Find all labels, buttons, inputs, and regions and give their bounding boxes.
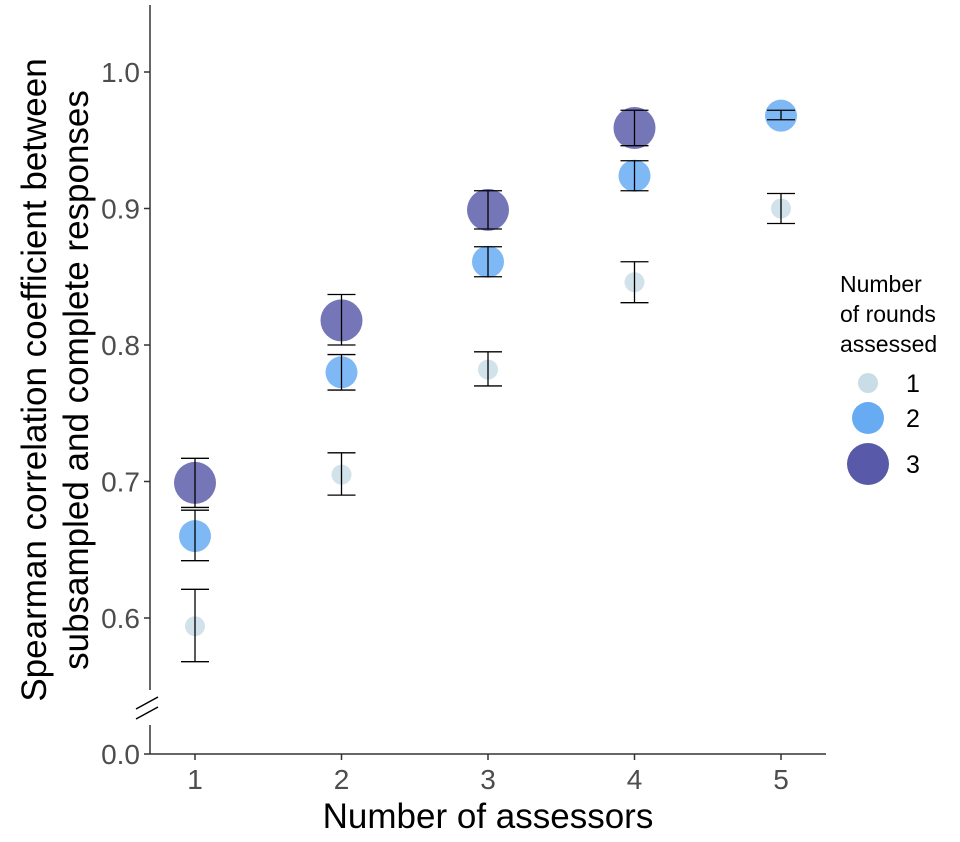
y-tick-label: 0.7 (101, 467, 140, 498)
legend-title-line-1: Number (840, 271, 922, 297)
error-bar-rounds-2 (767, 109, 795, 121)
error-bar-rounds-3 (327, 293, 356, 346)
error-bar-rounds-3 (474, 190, 502, 230)
error-bar-rounds-1 (767, 192, 795, 225)
error-bar-rounds-2 (474, 246, 502, 278)
error-bar-rounds-2 (181, 509, 209, 562)
error-bar-rounds-3 (620, 109, 649, 147)
x-ticks: 1 2 3 4 5 (187, 754, 789, 795)
y-tick-label-zero: 0.0 (101, 739, 140, 770)
error-bar-rounds-1 (181, 588, 209, 663)
x-axis-title: Number of assessors (323, 797, 654, 836)
x-tick-label: 2 (334, 764, 350, 795)
y-break-tick: 0.0 (101, 739, 150, 770)
error-bar-rounds-1 (620, 261, 649, 304)
data-points (174, 99, 797, 637)
error-bar-rounds-1 (474, 351, 502, 387)
legend-label-rounds-3: 3 (906, 451, 920, 479)
legend-key-rounds-2 (852, 402, 884, 434)
legend-title-line-2: of rounds (840, 301, 936, 327)
x-tick-label: 3 (480, 764, 496, 795)
axis-break-marker (135, 696, 159, 720)
legend-key-rounds-1 (858, 373, 878, 393)
y-axis-title-line-1: Spearman correlation coefficient between (15, 58, 54, 701)
y-ticks: 0.6 0.7 0.8 0.9 1.0 (101, 57, 150, 634)
axes (135, 5, 826, 755)
error-bar-rounds-2 (620, 160, 649, 192)
x-tick-label: 5 (773, 764, 789, 795)
error-bars (181, 109, 795, 663)
legend-label-rounds-1: 1 (906, 370, 920, 398)
legend-key-rounds-3 (847, 443, 889, 485)
x-tick-label: 1 (187, 764, 203, 795)
error-bar-rounds-3 (181, 457, 209, 509)
x-tick-label: 4 (627, 764, 643, 795)
legend-label-rounds-2: 2 (906, 405, 920, 433)
y-tick-label: 0.6 (101, 603, 140, 634)
y-tick-label: 1.0 (101, 57, 140, 88)
y-tick-label: 0.8 (101, 330, 140, 361)
error-bar-rounds-1 (327, 452, 356, 496)
y-axis-title-line-2: subsampled and complete responses (57, 90, 96, 670)
legend-title-line-3: assessed (840, 331, 937, 357)
legend: Number of rounds assessed 1 2 3 (840, 271, 937, 485)
y-tick-label: 0.9 (101, 194, 140, 225)
error-bar-rounds-2 (327, 353, 356, 391)
